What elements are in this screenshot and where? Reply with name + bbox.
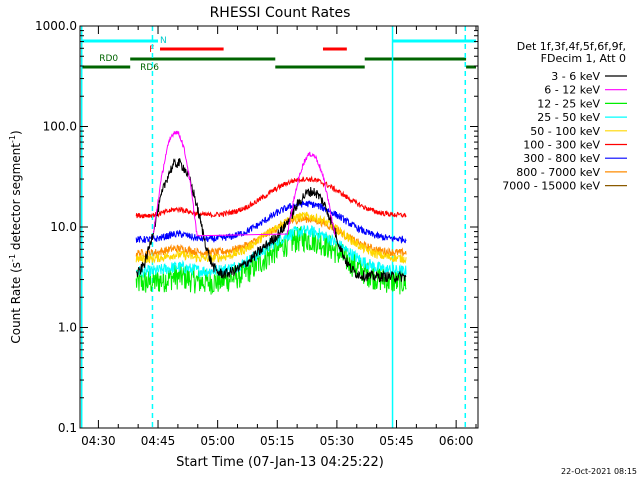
x-tick-label: 05:15 — [260, 434, 295, 448]
series-line-6 — [135, 199, 407, 244]
y-label-tail: detector segment — [9, 143, 23, 254]
x-tick-label: 05:00 — [200, 434, 235, 448]
x-tick-label: 05:30 — [320, 434, 355, 448]
x-tick-label: 04:45 — [141, 434, 176, 448]
chart-title: RHESSI Count Rates — [210, 5, 351, 21]
decim-label: RD6 — [140, 63, 159, 73]
legend-entry-label: 3 - 6 keV — [551, 70, 600, 83]
series-lines — [135, 130, 407, 295]
series-line-5 — [135, 175, 407, 219]
legend-entry-label: 800 - 7000 keV — [516, 166, 600, 179]
y-tick-label: 1.0 — [58, 321, 77, 335]
series-line-0 — [135, 158, 407, 284]
y-tick-label: 1000.0 — [35, 19, 77, 33]
legend-entry-label: 300 - 800 keV — [523, 152, 600, 165]
attenuator-label: RD0 — [99, 54, 118, 64]
series-line-3 — [135, 224, 407, 278]
x-tick-label: 06:00 — [439, 434, 474, 448]
y-label-sup: -1 — [8, 254, 17, 262]
time-markers — [80, 26, 467, 428]
legend-entry-label: 100 - 300 keV — [523, 139, 600, 152]
series-line-1 — [152, 130, 336, 237]
legend-entry-label: 6 - 12 keV — [544, 84, 600, 97]
flare-label: F — [149, 45, 154, 55]
series-line-4 — [135, 211, 407, 264]
legend-entry-label: 50 - 100 keV — [530, 125, 600, 138]
legend-entry-label: 25 - 50 keV — [537, 111, 600, 124]
y-tick-label: 0.1 — [58, 421, 77, 435]
legend-header-line: FDecim 1, Att 0 — [541, 52, 626, 65]
x-tick-label: 05:45 — [379, 434, 414, 448]
footer-date: 22-Oct-2021 08:15 — [561, 467, 637, 476]
legend: Det 1f,3f,4f,5f,6f,9f,FDecim 1, Att 0 3 -… — [502, 40, 627, 193]
x-axis-label: Start Time (07-Jan-13 04:25:22) — [176, 455, 384, 470]
y-axis-label: Count Rate (s-1 detector segment-1) — [8, 130, 23, 343]
y-label-close: ) — [9, 130, 23, 135]
legend-header-line: Det 1f,3f,4f,5f,6f,9f, — [517, 40, 626, 53]
axes: 0.1 1.0 10.0 100.0 1000.0 04:30 04:45 05:00 05:1… — [35, 19, 479, 448]
night-label: N — [160, 36, 167, 46]
status-bars: NF RD0 RD6 — [81, 36, 477, 73]
y-label-main: Count Rate (s — [9, 262, 23, 344]
y-tick-label: 100.0 — [43, 120, 77, 134]
x-tick-label: 04:30 — [81, 434, 116, 448]
series-line-7 — [135, 215, 407, 258]
y-tick-label: 10.0 — [50, 220, 77, 234]
legend-entry-label: 12 - 25 keV — [537, 97, 600, 110]
legend-entry-label: 7000 - 15000 keV — [502, 180, 600, 193]
series-line-2 — [135, 226, 407, 295]
y-label-sup2: -1 — [8, 135, 17, 143]
